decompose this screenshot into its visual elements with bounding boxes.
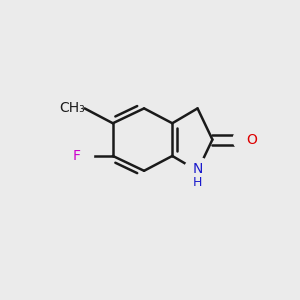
Text: N: N: [192, 162, 203, 176]
Text: F: F: [72, 149, 80, 163]
Circle shape: [70, 144, 94, 168]
Text: H: H: [193, 176, 202, 189]
Text: O: O: [247, 133, 257, 147]
Text: CH₃: CH₃: [59, 101, 85, 116]
Circle shape: [184, 158, 211, 184]
Circle shape: [233, 128, 257, 152]
